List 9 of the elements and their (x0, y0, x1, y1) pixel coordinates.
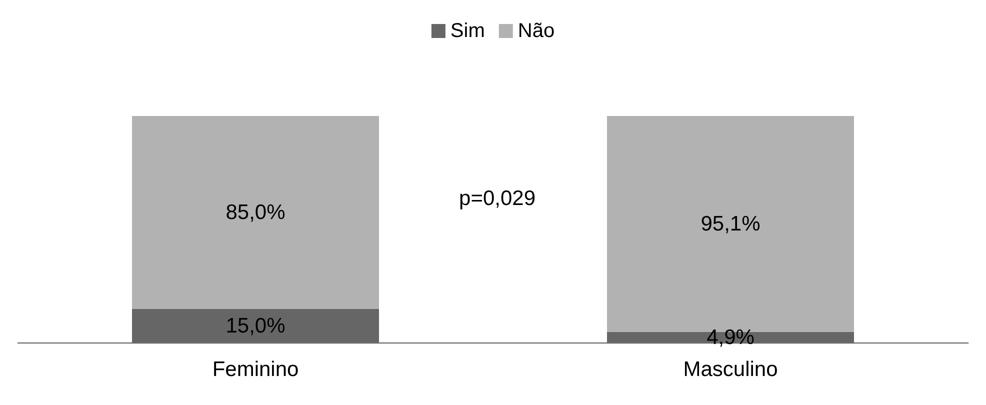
data-label: 4,9% (706, 326, 754, 349)
legend-label: Sim (450, 20, 485, 42)
data-label: 15,0% (226, 314, 286, 338)
data-label: 85,0% (226, 200, 286, 224)
data-label: 95,1% (700, 212, 760, 236)
x-tick-label: Masculino (683, 358, 778, 381)
annotation: p=0,029 (459, 187, 536, 210)
x-tick-label: Feminino (212, 358, 299, 381)
legend-label: Não (518, 20, 555, 42)
